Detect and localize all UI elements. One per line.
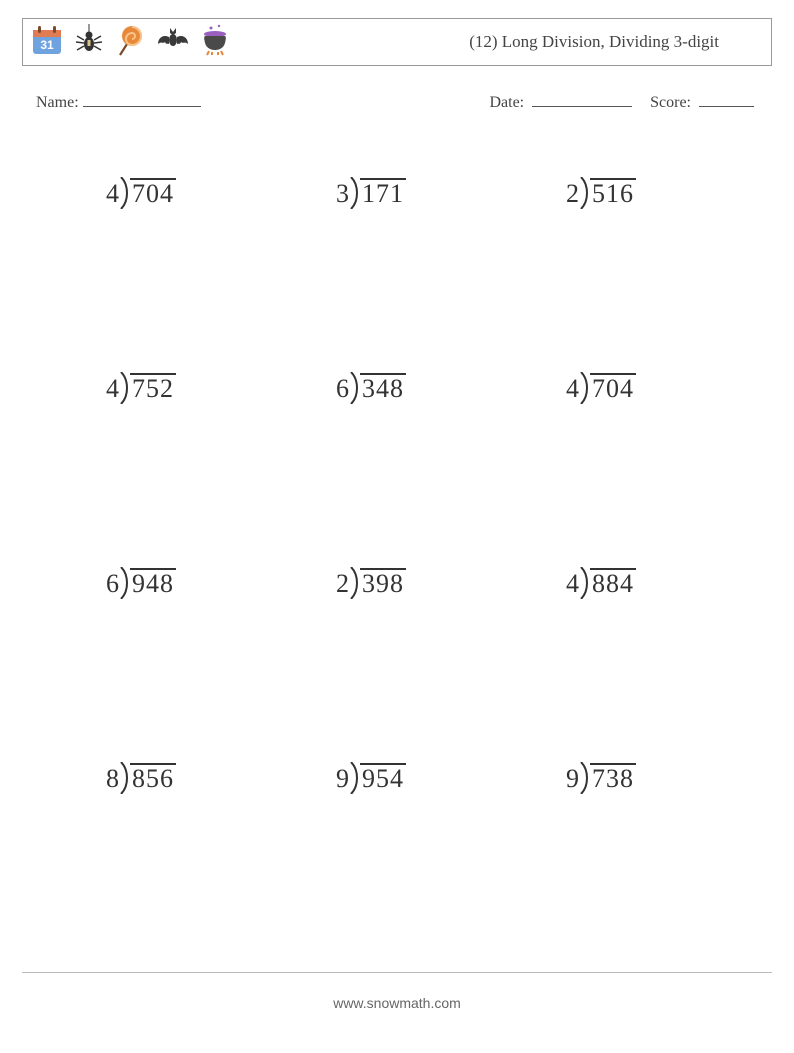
date-label: Date: [489,94,524,111]
division-problem: 9954 [336,763,406,792]
footer-rule [22,972,772,973]
problem-cell: 9954 [282,751,512,946]
division-bracket-icon [579,762,591,794]
division-bracket-icon [119,762,131,794]
division-problem: 8856 [106,763,176,792]
division-bracket-icon [119,567,131,599]
meta-row: Name: Date: Score: [22,90,772,112]
problem-grid: 4704 3171 2516 4752 6348 4704 6948 2398 4884 8856… [22,166,772,946]
spider-icon [71,22,107,63]
problem-cell: 6948 [52,556,282,751]
dividend-wrap: 398 [352,568,406,597]
division-bracket-icon [579,177,591,209]
division-bracket-icon [349,762,361,794]
score-field-group: Score: [650,90,754,112]
calendar-31-icon: 31 [29,22,65,63]
score-label: Score: [650,94,691,111]
footer-text: www.snowmath.com [0,995,794,1011]
worksheet-title: (12) Long Division, Dividing 3-digit [469,32,759,52]
problem-cell: 9738 [512,751,742,946]
dividend-wrap: 171 [352,178,406,207]
header-box: 31 [22,18,772,66]
dividend-wrap: 884 [582,568,636,597]
dividend-wrap: 752 [122,373,176,402]
dividend: 752 [130,373,176,402]
division-bracket-icon [349,567,361,599]
date-blank[interactable] [532,90,632,107]
dividend-wrap: 704 [122,178,176,207]
dividend: 884 [590,568,636,597]
division-bracket-icon [349,177,361,209]
dividend: 948 [130,568,176,597]
problem-cell: 4884 [512,556,742,751]
dividend-wrap: 348 [352,373,406,402]
problem-cell: 4704 [512,361,742,556]
dividend-wrap: 704 [582,373,636,402]
name-label: Name: [36,94,79,112]
division-problem: 4752 [106,373,176,402]
division-bracket-icon [119,372,131,404]
dividend-wrap: 948 [122,568,176,597]
dividend: 704 [590,373,636,402]
svg-text:31: 31 [40,38,54,52]
dividend-wrap: 738 [582,763,636,792]
dividend: 704 [130,178,176,207]
dividend-wrap: 516 [582,178,636,207]
division-problem: 6348 [336,373,406,402]
problem-cell: 4704 [52,166,282,361]
name-field-group: Name: [36,90,201,112]
dividend: 954 [360,763,406,792]
score-blank[interactable] [699,90,754,107]
problem-cell: 3171 [282,166,512,361]
dividend-wrap: 856 [122,763,176,792]
division-problem: 9738 [566,763,636,792]
name-blank[interactable] [83,90,201,107]
dividend: 738 [590,763,636,792]
dividend: 856 [130,763,176,792]
problem-cell: 2516 [512,166,742,361]
division-problem: 4704 [566,373,636,402]
problem-cell: 2398 [282,556,512,751]
problem-cell: 8856 [52,751,282,946]
division-bracket-icon [579,372,591,404]
division-problem: 4704 [106,178,176,207]
dividend: 171 [360,178,406,207]
date-field-group: Date: [489,90,632,112]
worksheet-page: 31 [0,0,794,1053]
division-problem: 3171 [336,178,406,207]
division-bracket-icon [579,567,591,599]
problem-cell: 4752 [52,361,282,556]
dividend: 516 [590,178,636,207]
problem-cell: 6348 [282,361,512,556]
division-bracket-icon [119,177,131,209]
division-problem: 4884 [566,568,636,597]
cauldron-icon [197,22,233,63]
division-problem: 6948 [106,568,176,597]
dividend: 348 [360,373,406,402]
bat-icon [155,22,191,63]
division-problem: 2398 [336,568,406,597]
dividend: 398 [360,568,406,597]
division-problem: 2516 [566,178,636,207]
dividend-wrap: 954 [352,763,406,792]
division-bracket-icon [349,372,361,404]
lollipop-icon [113,22,149,63]
icon-strip: 31 [29,19,233,65]
